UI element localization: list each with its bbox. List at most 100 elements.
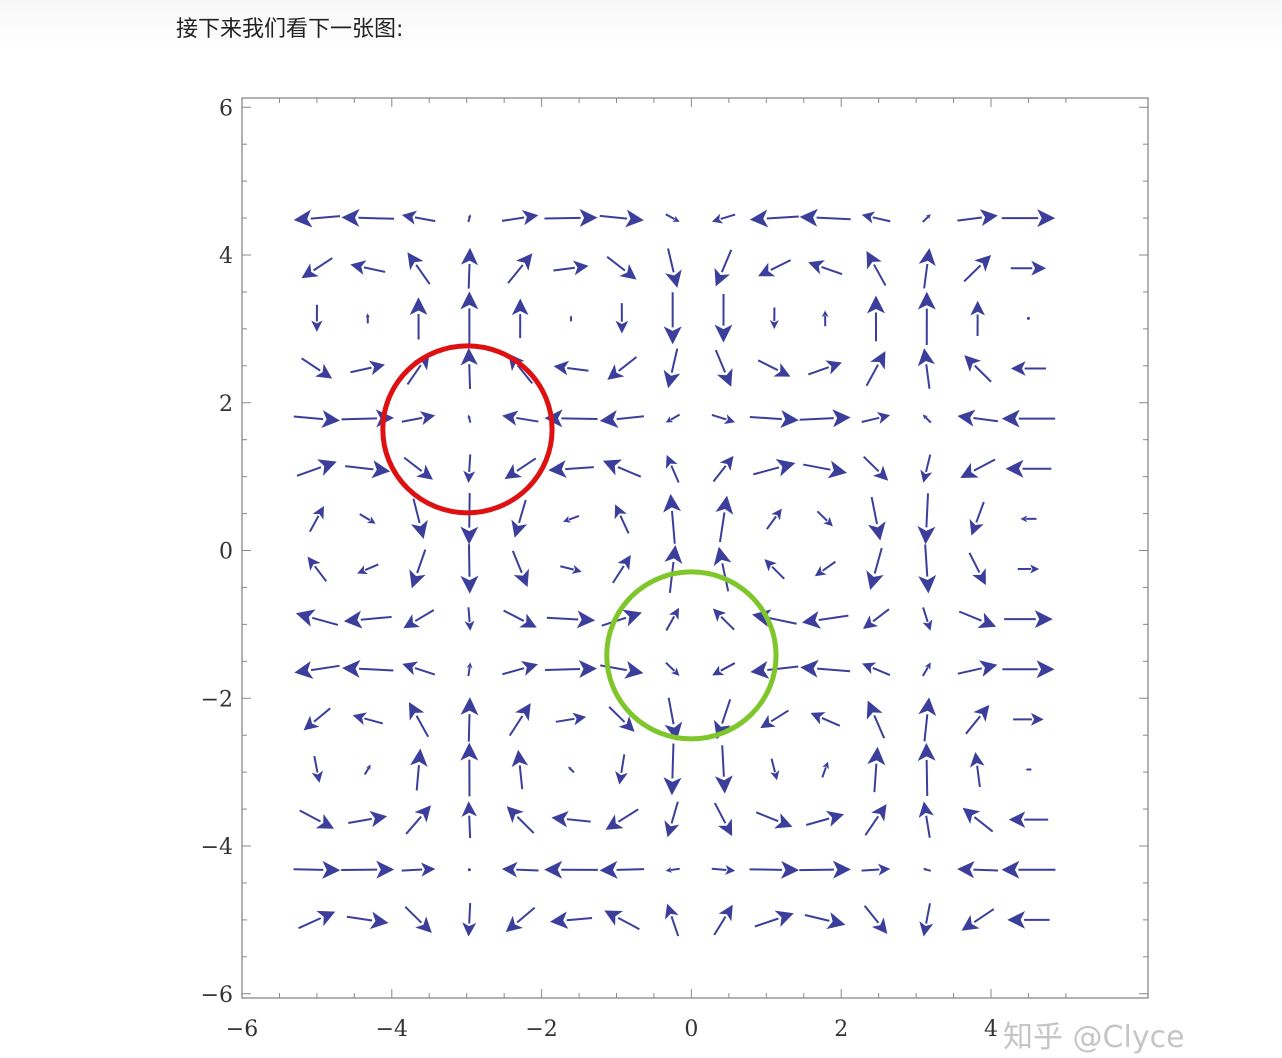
- vector-arrow: [460, 247, 479, 289]
- vector-arrow: [508, 703, 531, 737]
- vector-arrow: [766, 508, 782, 530]
- vector-arrow: [808, 260, 843, 276]
- vector-arrow: [712, 662, 736, 676]
- vector-arrow: [866, 700, 886, 739]
- vector-arrow: [460, 493, 479, 545]
- vector-arrow: [404, 906, 432, 933]
- vector-arrow: [749, 860, 800, 879]
- vector-arrow: [861, 863, 891, 876]
- vector-arrow: [965, 704, 990, 735]
- vector-arrow: [501, 209, 539, 226]
- vector-arrow: [969, 501, 985, 536]
- vector-arrow: [401, 862, 436, 877]
- vector-arrow: [608, 706, 635, 732]
- vector-arrow: [460, 544, 479, 594]
- vector-arrow: [665, 213, 680, 222]
- vector-arrow: [467, 214, 472, 223]
- vector-arrow: [504, 457, 537, 480]
- vector-arrow: [408, 701, 430, 738]
- vector-arrow: [599, 209, 644, 228]
- vector-arrow: [957, 209, 998, 227]
- vector-arrow: [467, 868, 471, 872]
- vector-arrow: [964, 355, 992, 383]
- vector-arrow: [865, 351, 886, 387]
- vector-arrow: [365, 313, 370, 324]
- vector-arrow: [548, 460, 594, 479]
- vector-arrow: [816, 510, 833, 527]
- vector-arrow: [549, 911, 593, 930]
- vector-arrow: [757, 359, 791, 377]
- vector-arrow: [546, 610, 596, 629]
- vector-arrow: [664, 545, 683, 594]
- vector-arrow: [712, 455, 734, 483]
- vector-arrow: [755, 811, 793, 829]
- vector-arrow: [614, 504, 630, 534]
- vector-arrow: [599, 410, 645, 428]
- vector-arrow: [296, 459, 337, 477]
- vector-arrow: [753, 459, 796, 477]
- vector-arrow: [1001, 209, 1056, 228]
- vector-arrow: [345, 460, 391, 479]
- vector-arrow: [341, 208, 395, 227]
- vector-arrow: [814, 560, 837, 577]
- vector-arrow: [808, 360, 842, 376]
- vector-arrow: [555, 712, 587, 726]
- y-tick-label: 4: [219, 244, 233, 269]
- vector-arrow: [553, 360, 589, 376]
- vector-arrow: [293, 209, 341, 228]
- vector-arrow: [1026, 316, 1030, 320]
- x-tick-label: 0: [684, 1017, 698, 1042]
- vector-arrow: [1005, 459, 1052, 478]
- vector-arrow: [867, 496, 886, 541]
- vector-arrow: [920, 454, 933, 483]
- vector-arrow: [769, 307, 779, 330]
- vector-arrow: [713, 904, 733, 936]
- vector-arrow: [922, 867, 932, 872]
- vector-arrow: [401, 411, 436, 426]
- vector-arrow: [553, 260, 589, 276]
- vector-arrow: [293, 860, 341, 879]
- vector-arrow: [563, 515, 580, 523]
- vector-arrow: [301, 357, 333, 379]
- vector-arrow: [663, 743, 682, 796]
- vector-arrow: [599, 860, 645, 879]
- vector-arrow: [665, 454, 680, 483]
- vector-arrow: [402, 661, 436, 676]
- vector-arrow: [663, 292, 682, 345]
- vector-arrow: [407, 252, 431, 285]
- vector-arrow: [866, 295, 885, 342]
- vector-arrow: [544, 860, 598, 879]
- y-tick-label: −2: [201, 687, 233, 712]
- vector-arrow: [615, 754, 628, 785]
- vector-arrow: [918, 544, 937, 594]
- vector-arrow: [821, 310, 829, 327]
- vector-arrow: [752, 609, 797, 627]
- vector-arrow: [350, 360, 385, 376]
- top-bar: [0, 0, 1282, 52]
- vector-arrow: [713, 546, 732, 592]
- vector-arrow: [363, 764, 371, 775]
- y-tick-label: 6: [219, 96, 233, 121]
- vector-arrow: [805, 810, 845, 827]
- vector-arrow: [957, 861, 999, 879]
- vector-arrow: [821, 761, 829, 778]
- vector-arrow: [503, 609, 537, 628]
- x-tick-label: −2: [525, 1017, 557, 1042]
- vector-arrow: [401, 210, 436, 225]
- watermark: 知乎 @Clyce: [1003, 1020, 1185, 1055]
- vector-arrow: [918, 801, 934, 839]
- vector-arrow: [1010, 361, 1047, 376]
- vector-arrow: [303, 707, 331, 731]
- vector-arrow: [466, 662, 473, 677]
- vector-arrow: [544, 208, 598, 227]
- vector-arrow: [308, 505, 324, 533]
- vector-arrow: [511, 550, 530, 588]
- vector-arrow: [665, 607, 680, 631]
- vector-arrow: [714, 249, 733, 287]
- vector-arrow: [712, 608, 735, 631]
- vector-arrow: [665, 248, 682, 288]
- vector-arrow: [405, 805, 431, 835]
- vector-arrow: [410, 748, 428, 791]
- vector-arrow: [866, 547, 884, 590]
- vector-arrow: [749, 209, 799, 228]
